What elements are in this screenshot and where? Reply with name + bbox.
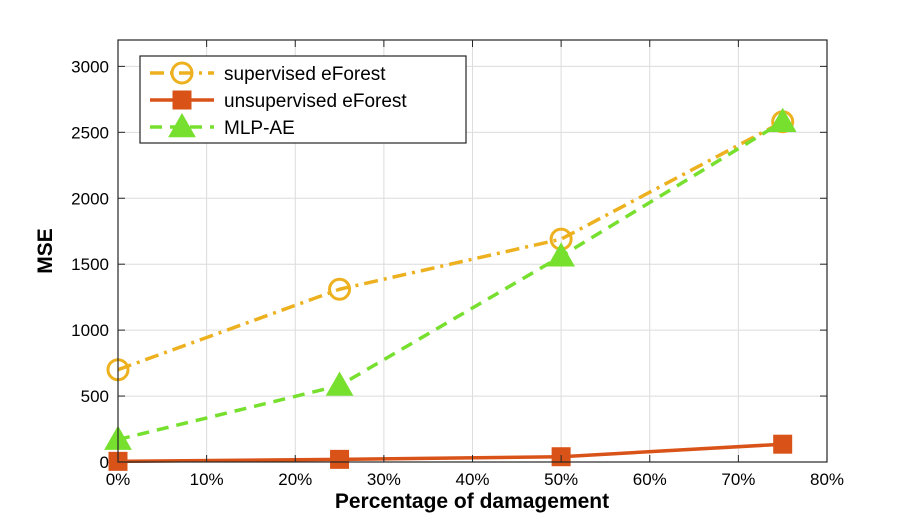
series-line xyxy=(117,442,783,464)
data-point xyxy=(773,434,793,454)
series-1 xyxy=(108,434,793,471)
legend-marker xyxy=(172,90,192,110)
y-tick-label: 0 xyxy=(100,453,109,472)
series-layer xyxy=(104,107,797,471)
x-tick-label: 30% xyxy=(367,470,401,489)
x-tick-label: 10% xyxy=(190,470,224,489)
series-line xyxy=(117,120,784,372)
data-point xyxy=(768,107,797,133)
x-tick-label: 20% xyxy=(278,470,312,489)
x-tick-label: 80% xyxy=(810,470,844,489)
x-tick-label: 0% xyxy=(106,470,131,489)
x-tick-label: 40% xyxy=(455,470,489,489)
data-point xyxy=(325,371,354,396)
legend-label: supervised eForest xyxy=(224,64,386,85)
data-point xyxy=(547,242,575,267)
y-tick-label: 2000 xyxy=(71,189,109,208)
legend-label: MLP-AE xyxy=(224,118,295,139)
y-tick-label: 1000 xyxy=(71,321,109,340)
axis-ticks: 0% 10% 20% 30% 40% 50% 60% 70% 80% 0 500 1000 1500 20… xyxy=(71,40,844,489)
data-point xyxy=(330,449,350,469)
x-tick-label: 60% xyxy=(633,470,667,489)
legend: supervised eForest unsupervised eForest ML… xyxy=(139,55,467,144)
series-2 xyxy=(104,107,797,450)
data-point xyxy=(328,277,352,301)
x-axis-title: Percentage of damagement xyxy=(335,490,609,513)
y-tick-label: 500 xyxy=(81,387,109,406)
legend-marker xyxy=(170,61,194,85)
x-tick-label: 70% xyxy=(721,470,755,489)
series-0 xyxy=(106,110,795,382)
legend-marker xyxy=(168,112,196,138)
y-tick-label: 3000 xyxy=(71,57,109,76)
y-axis-title: MSE xyxy=(34,228,57,274)
legend-label: unsupervised eForest xyxy=(224,91,407,112)
y-tick-label: 1500 xyxy=(71,255,109,274)
y-tick-label: 2500 xyxy=(71,123,109,142)
x-tick-label: 50% xyxy=(544,470,578,489)
